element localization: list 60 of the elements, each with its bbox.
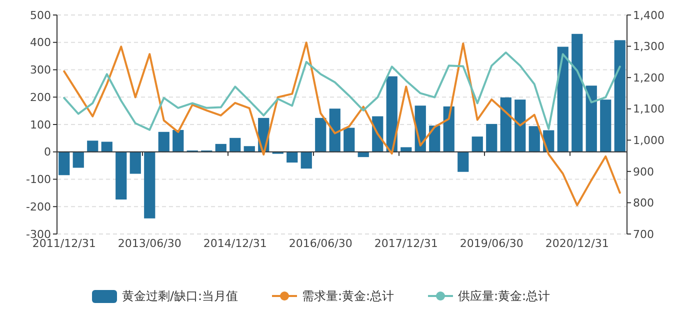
legend-label: 黄金过剩/缺口:当月值 — [122, 289, 238, 304]
x-tick-label: 2020/12/31 — [545, 237, 609, 250]
bar — [72, 152, 84, 168]
legend-label: 供应量:黄金:总计 — [458, 289, 550, 304]
bar — [600, 100, 612, 152]
x-tick-label: 2019/06/30 — [460, 237, 524, 250]
y2-tick-label: 1,000 — [633, 134, 664, 147]
bar — [101, 142, 112, 152]
x-tick-label: 2011/12/31 — [32, 237, 96, 250]
y2-tick-label: 800 — [633, 196, 654, 210]
y-tick-label: 200 — [30, 90, 51, 104]
bar — [443, 106, 454, 152]
legend-label: 需求量:黄金:总计 — [302, 289, 394, 304]
y-tick-label: 300 — [30, 64, 51, 77]
bar — [614, 40, 626, 152]
bar — [244, 146, 255, 152]
bar — [500, 97, 512, 152]
y2-tick-label: 1,100 — [633, 102, 664, 116]
bar — [586, 86, 597, 152]
line-series — [63, 52, 621, 131]
bar — [486, 124, 498, 152]
bar — [158, 132, 170, 152]
bar — [386, 76, 398, 152]
y2-tick-label: 700 — [633, 228, 654, 241]
x-tick-label: 2016/06/30 — [288, 237, 352, 250]
bar — [572, 34, 583, 152]
y2-tick-label: 1,200 — [633, 71, 664, 84]
y-tick-label: 500 — [30, 8, 51, 22]
bar — [300, 152, 312, 169]
bar — [315, 118, 326, 152]
y-tick-label: -100 — [26, 173, 51, 186]
bar — [528, 126, 540, 152]
bar — [144, 152, 156, 218]
y-tick-label: 100 — [30, 118, 51, 132]
bar — [286, 152, 298, 163]
bar — [215, 144, 226, 152]
y2-tick-label: 1,300 — [633, 40, 664, 54]
x-tick-label: 2017/12/31 — [374, 237, 438, 250]
bar — [116, 152, 127, 200]
bar — [429, 126, 440, 152]
y2-tick-label: 900 — [633, 165, 654, 178]
bar — [514, 100, 526, 152]
y-tick-label: 400 — [30, 36, 51, 50]
bar — [458, 152, 469, 172]
bar — [58, 152, 70, 176]
y2-tick-label: 1,400 — [633, 8, 664, 22]
bar — [400, 147, 412, 152]
bar — [472, 136, 483, 152]
bar — [172, 130, 184, 152]
bar — [87, 140, 98, 152]
line-series — [63, 42, 621, 206]
y-tick-label: 0 — [44, 146, 51, 159]
bar — [557, 46, 568, 152]
bar — [230, 138, 241, 152]
x-tick-label: 2014/12/31 — [203, 237, 267, 250]
bar — [329, 108, 340, 152]
bar — [344, 128, 355, 152]
y-tick-label: -200 — [26, 200, 51, 214]
x-tick-label: 2013/06/30 — [118, 237, 182, 250]
bar — [130, 152, 141, 174]
